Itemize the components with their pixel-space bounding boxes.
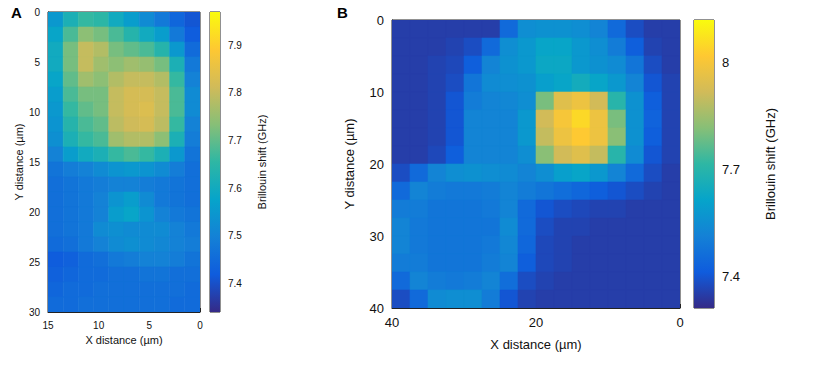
svg-text:20: 20 [370, 157, 384, 172]
svg-text:40: 40 [370, 301, 384, 316]
svg-text:X distance (µm): X distance (µm) [490, 337, 581, 352]
svg-text:7.7: 7.7 [722, 162, 740, 177]
svg-text:8: 8 [722, 55, 729, 70]
svg-text:7.7: 7.7 [228, 135, 242, 146]
svg-text:0: 0 [34, 7, 40, 18]
svg-text:7.6: 7.6 [228, 183, 242, 194]
svg-text:10: 10 [29, 107, 41, 118]
svg-text:15: 15 [29, 157, 41, 168]
svg-text:7.5: 7.5 [228, 230, 242, 241]
svg-text:7.4: 7.4 [228, 278, 242, 289]
svg-text:Brillouin shift (GHz): Brillouin shift (GHz) [763, 108, 778, 220]
svg-text:30: 30 [370, 229, 384, 244]
svg-text:7.9: 7.9 [228, 40, 242, 51]
svg-text:5: 5 [147, 320, 153, 331]
svg-text:0: 0 [377, 13, 384, 28]
svg-text:25: 25 [29, 257, 41, 268]
svg-text:7.8: 7.8 [228, 87, 242, 98]
svg-text:5: 5 [34, 57, 40, 68]
svg-text:B: B [337, 4, 348, 21]
svg-text:15: 15 [42, 320, 54, 331]
svg-text:10: 10 [370, 85, 384, 100]
svg-text:10: 10 [93, 320, 105, 331]
svg-text:7.4: 7.4 [722, 269, 740, 284]
svg-text:20: 20 [29, 207, 41, 218]
svg-text:A: A [11, 4, 22, 21]
svg-text:30: 30 [29, 307, 41, 318]
svg-text:Y distance (µm): Y distance (µm) [342, 118, 357, 209]
svg-text:20: 20 [529, 315, 543, 330]
svg-text:Brillouin shift (GHz): Brillouin shift (GHz) [256, 115, 268, 210]
svg-text:0: 0 [676, 315, 683, 330]
svg-text:X distance (µm): X distance (µm) [85, 334, 162, 346]
svg-text:Y distance (µm): Y distance (µm) [13, 123, 25, 200]
svg-text:0: 0 [197, 320, 203, 331]
svg-text:40: 40 [385, 315, 399, 330]
